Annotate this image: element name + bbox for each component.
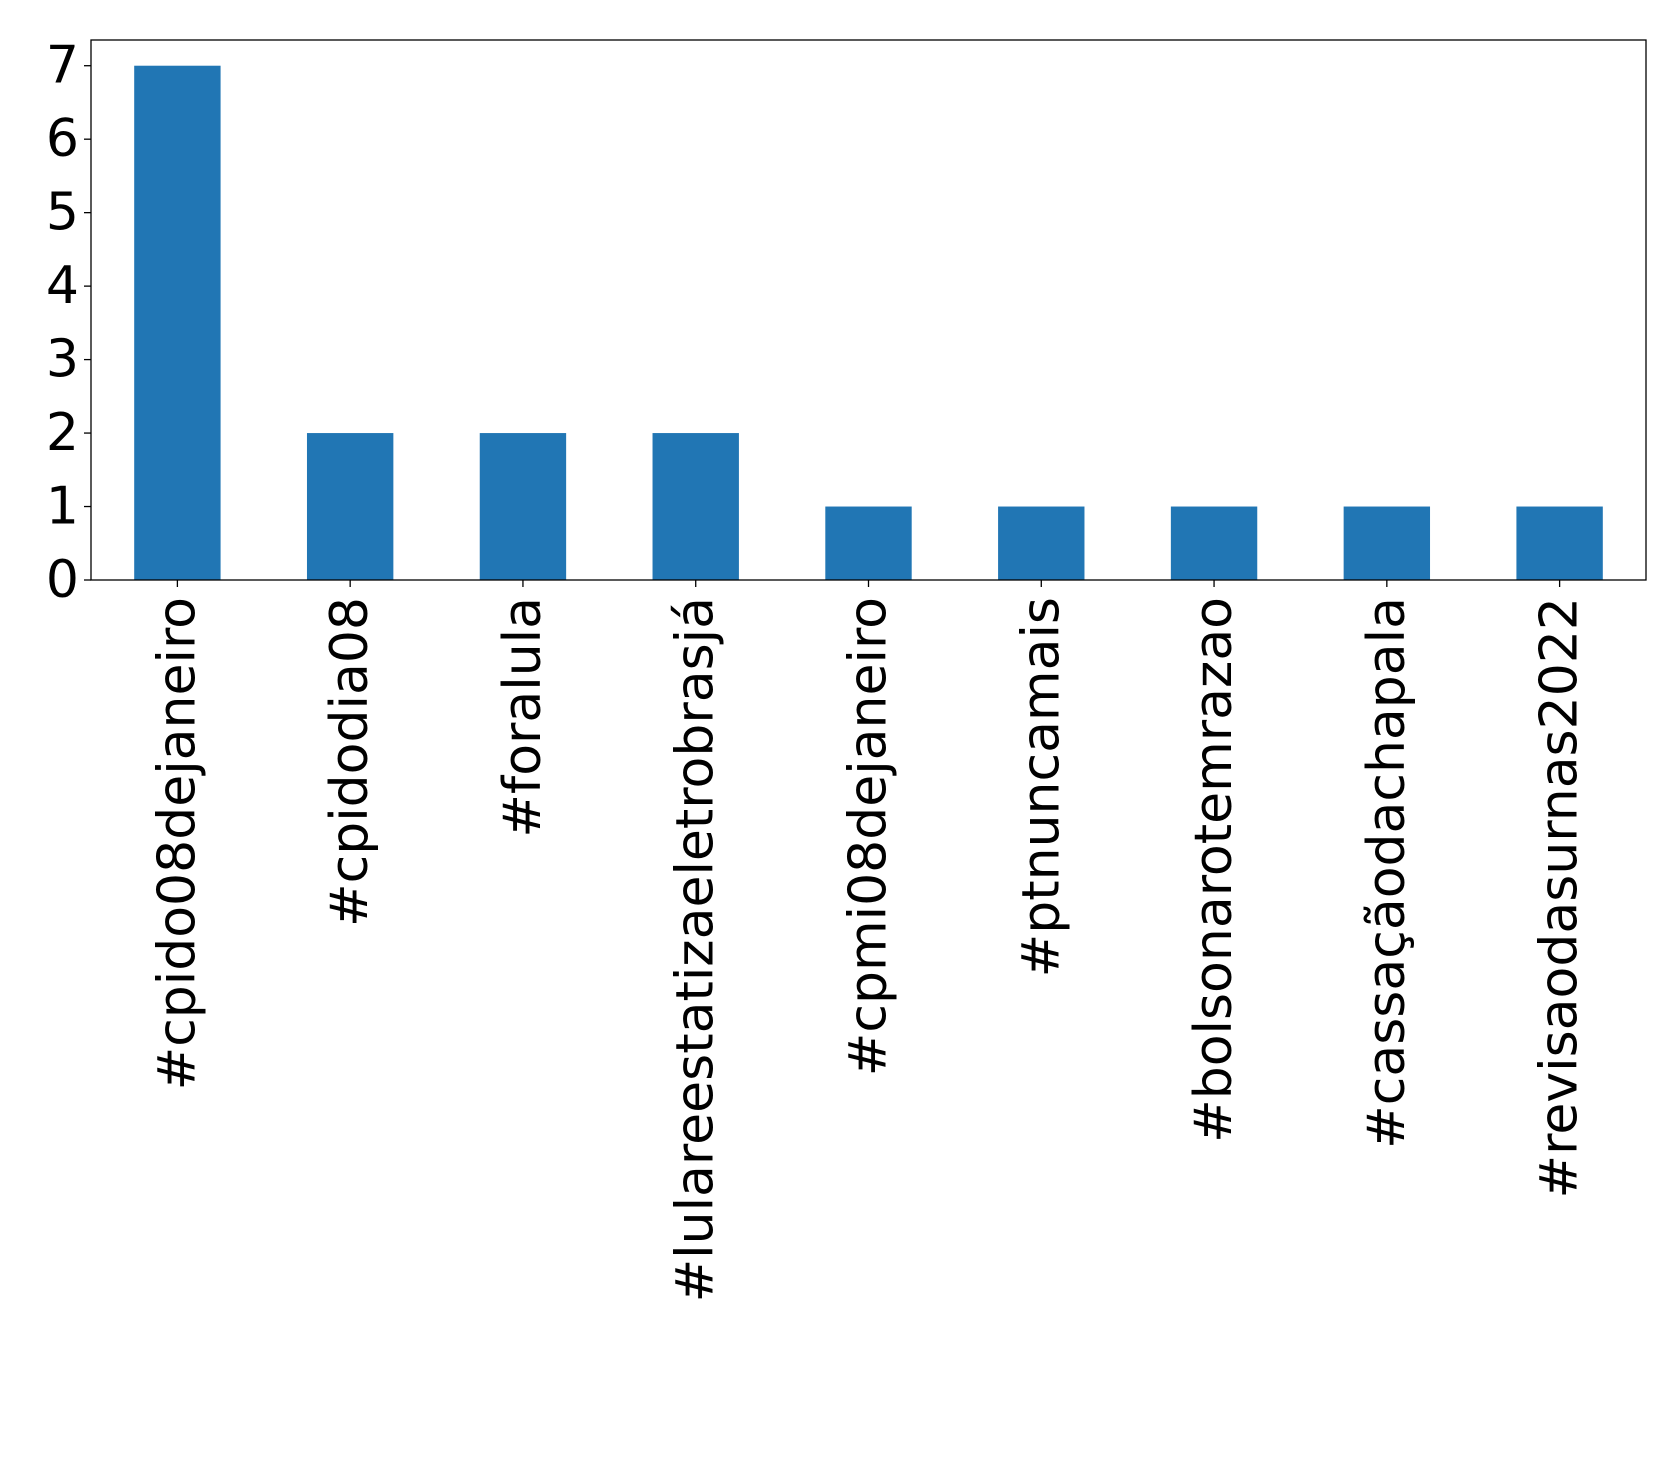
y-axis: 0 1 2 3 4 5 6 7 <box>46 36 91 610</box>
y-tick-label: 5 <box>46 183 79 243</box>
bars-group <box>134 65 1603 580</box>
y-tick-label: 0 <box>46 550 79 610</box>
y-tick-label: 4 <box>46 256 79 316</box>
x-tick-label: #lulareestatizaeletrobrasjá <box>666 597 726 1302</box>
bar <box>825 506 912 580</box>
x-tick-label: #bolsonarotemrazao <box>1184 597 1244 1143</box>
x-tick-label: #cassaçãodachapala <box>1357 597 1417 1149</box>
bar <box>134 65 221 580</box>
x-tick-label: #ptnuncamais <box>1011 597 1071 977</box>
x-axis: #cpido08dejaneiro #cpidodia08 #foralula #lu… <box>147 580 1590 1302</box>
bar <box>306 433 394 580</box>
y-tick-label: 2 <box>46 403 79 463</box>
bar <box>479 433 567 580</box>
x-tick-label: #revisaodasurnas2022 <box>1530 597 1590 1198</box>
x-tick-label: #cpmi08dejaneiro <box>839 597 899 1076</box>
y-tick-label: 1 <box>46 477 79 537</box>
x-tick-label: #foralula <box>493 597 553 838</box>
bar <box>652 433 739 580</box>
y-tick-label: 3 <box>46 330 79 390</box>
y-tick-label: 6 <box>46 109 79 169</box>
x-tick-label: #cpidodia08 <box>320 597 380 927</box>
bar <box>1343 506 1431 580</box>
bar <box>1170 506 1258 580</box>
bar <box>998 506 1085 580</box>
x-tick-label: #cpido08dejaneiro <box>147 597 207 1090</box>
bar <box>1516 506 1603 580</box>
y-tick-label: 7 <box>46 36 79 96</box>
